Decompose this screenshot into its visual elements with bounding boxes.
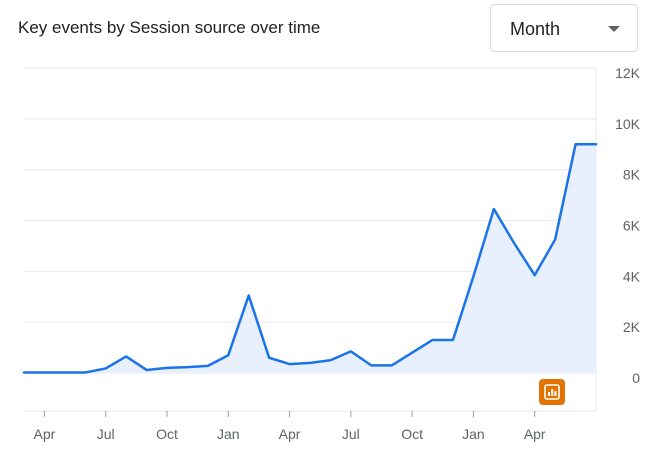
area-layer: [24, 144, 596, 373]
x-tick-label: Apr: [279, 426, 301, 442]
y-tick-label: 8K: [623, 167, 641, 183]
y-tick-label: 2K: [623, 319, 641, 335]
x-tick-label: Apr: [34, 426, 56, 442]
x-axis: Apr Jul Oct Jan Apr Jul Oct Jan Apr: [24, 410, 596, 442]
x-tick-label: Apr: [524, 426, 546, 442]
x-tick-label: Oct: [401, 426, 423, 442]
line-layer: [22, 143, 598, 374]
granularity-dropdown[interactable]: Month: [490, 4, 638, 52]
chart-card-title: Key events by Session source over time: [18, 18, 321, 37]
chevron-down-icon: [608, 26, 620, 32]
x-tick-label: Jan: [462, 426, 485, 442]
bar-chart-icon-bar-3: [554, 391, 557, 396]
insight-badge[interactable]: [539, 379, 565, 405]
y-axis: 0 2K 4K 6K 8K 10K 12K: [615, 65, 641, 386]
bar-chart-icon-bar-2: [551, 389, 554, 396]
bar-chart-icon[interactable]: [544, 384, 560, 400]
y-tick-label: 0: [632, 370, 640, 386]
y-tick-label: 4K: [623, 268, 641, 284]
y-tick-label: 12K: [615, 65, 641, 81]
granularity-dropdown-value: Month: [510, 19, 561, 39]
y-tick-label: 10K: [615, 116, 641, 132]
x-tick-label: Jan: [217, 426, 240, 442]
x-tick-label: Jul: [342, 426, 360, 442]
series-area: [24, 144, 596, 373]
bar-chart-icon-bar-1: [548, 392, 550, 396]
y-tick-label: 6K: [623, 218, 641, 234]
x-tick-label: Oct: [156, 426, 178, 442]
x-tick-label: Jul: [97, 426, 115, 442]
